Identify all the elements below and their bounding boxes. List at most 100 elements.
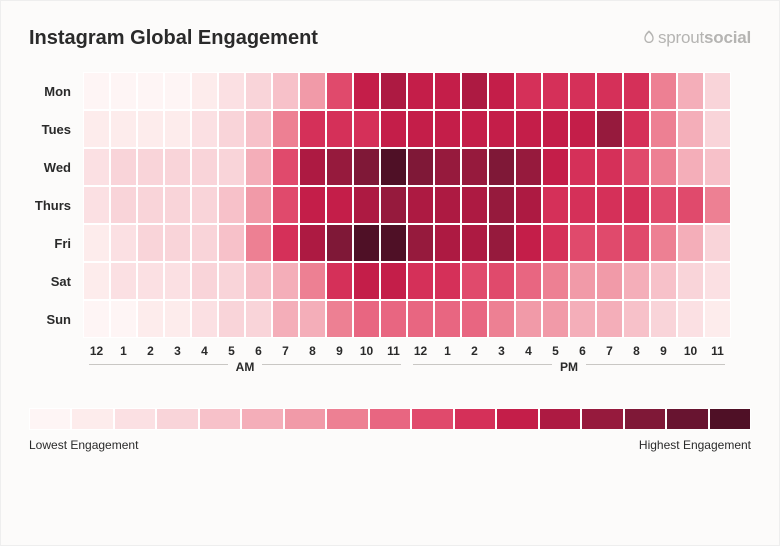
heatmap-cell — [542, 110, 569, 148]
heatmap-cell — [515, 224, 542, 262]
legend-cell — [369, 408, 411, 430]
heatmap-cell — [218, 224, 245, 262]
heatmap-row — [83, 72, 731, 110]
heatmap-cell — [704, 110, 731, 148]
heatmap-cell — [380, 148, 407, 186]
heatmap-cell — [569, 148, 596, 186]
heatmap-row — [83, 262, 731, 300]
x-label: 6 — [245, 344, 272, 358]
heatmap-cell — [542, 224, 569, 262]
heatmap-cell — [272, 224, 299, 262]
heatmap-cell — [245, 148, 272, 186]
x-label: 2 — [461, 344, 488, 358]
heatmap-cell — [650, 224, 677, 262]
y-label: Fri — [29, 224, 75, 262]
heatmap-cell — [110, 186, 137, 224]
legend-high-label: Highest Engagement — [639, 438, 751, 452]
heatmap-cell — [191, 224, 218, 262]
heatmap-cell — [191, 148, 218, 186]
legend-cell — [199, 408, 241, 430]
heatmap-cell — [596, 110, 623, 148]
heatmap-cell — [218, 262, 245, 300]
heatmap-row — [83, 186, 731, 224]
heatmap-cell — [461, 72, 488, 110]
legend-cell — [624, 408, 666, 430]
heatmap-cell — [650, 300, 677, 338]
heatmap-cell — [704, 262, 731, 300]
heatmap-cell — [137, 224, 164, 262]
heatmap-cell — [488, 262, 515, 300]
heatmap-cell — [164, 300, 191, 338]
heatmap-cell — [434, 148, 461, 186]
heatmap-cell — [137, 300, 164, 338]
heatmap-row — [83, 300, 731, 338]
legend-cell — [29, 408, 71, 430]
heatmap-cell — [596, 262, 623, 300]
heatmap-row — [83, 224, 731, 262]
heatmap-cell — [407, 72, 434, 110]
heatmap-cell — [488, 110, 515, 148]
heatmap-cell — [110, 262, 137, 300]
heatmap-cell — [704, 186, 731, 224]
heatmap-cell — [137, 148, 164, 186]
heatmap-cell — [353, 186, 380, 224]
heatmap-cell — [677, 72, 704, 110]
heatmap-cell — [623, 224, 650, 262]
heatmap-cell — [326, 110, 353, 148]
heatmap-cell — [542, 186, 569, 224]
legend-cell — [71, 408, 113, 430]
heatmap-cell — [380, 72, 407, 110]
legend-cell — [284, 408, 326, 430]
legend-labels: Lowest Engagement Highest Engagement — [29, 438, 751, 452]
heatmap-cell — [677, 110, 704, 148]
heatmap-cell — [407, 148, 434, 186]
x-label: 4 — [515, 344, 542, 358]
heatmap-cell — [299, 186, 326, 224]
legend-cell — [156, 408, 198, 430]
chart-title: Instagram Global Engagement — [29, 27, 318, 50]
x-label: 8 — [299, 344, 326, 358]
heatmap-cell — [110, 224, 137, 262]
heatmap-cell — [488, 300, 515, 338]
heatmap-cell — [191, 300, 218, 338]
heatmap-cell — [299, 148, 326, 186]
legend-cell — [581, 408, 623, 430]
heatmap-cell — [272, 148, 299, 186]
heatmap-cell — [353, 72, 380, 110]
heatmap-cell — [650, 262, 677, 300]
y-label: Wed — [29, 148, 75, 186]
heatmap-cell — [110, 110, 137, 148]
heatmap-cell — [380, 186, 407, 224]
heatmap-cell — [596, 186, 623, 224]
period-pm: PM — [407, 362, 731, 380]
heatmap-cell — [461, 224, 488, 262]
heatmap-cell — [434, 300, 461, 338]
heatmap-cell — [137, 262, 164, 300]
heatmap-cell — [407, 300, 434, 338]
heatmap-cell — [515, 148, 542, 186]
header: Instagram Global Engagement sproutsocial — [29, 27, 751, 50]
x-label: 1 — [434, 344, 461, 358]
y-label: Sat — [29, 262, 75, 300]
heatmap-cell — [677, 148, 704, 186]
heatmap-cell — [326, 148, 353, 186]
heatmap-cell — [569, 224, 596, 262]
heatmap-cell — [542, 72, 569, 110]
period-row: AM PM — [83, 362, 751, 380]
y-axis-labels: MonTuesWedThursFriSatSun — [29, 72, 75, 338]
legend-cell — [709, 408, 751, 430]
heatmap-cell — [434, 110, 461, 148]
heatmap-cell — [515, 72, 542, 110]
heatmap-cell — [380, 262, 407, 300]
legend-cell — [411, 408, 453, 430]
heatmap-cell — [407, 186, 434, 224]
heatmap-cell — [245, 186, 272, 224]
heatmap-cell — [380, 110, 407, 148]
heatmap-cell — [488, 72, 515, 110]
x-label: 1 — [110, 344, 137, 358]
heatmap-cell — [245, 300, 272, 338]
heatmap-cell — [434, 262, 461, 300]
heatmap-cell — [83, 72, 110, 110]
heatmap-cell — [569, 262, 596, 300]
heatmap-grid — [83, 72, 731, 338]
